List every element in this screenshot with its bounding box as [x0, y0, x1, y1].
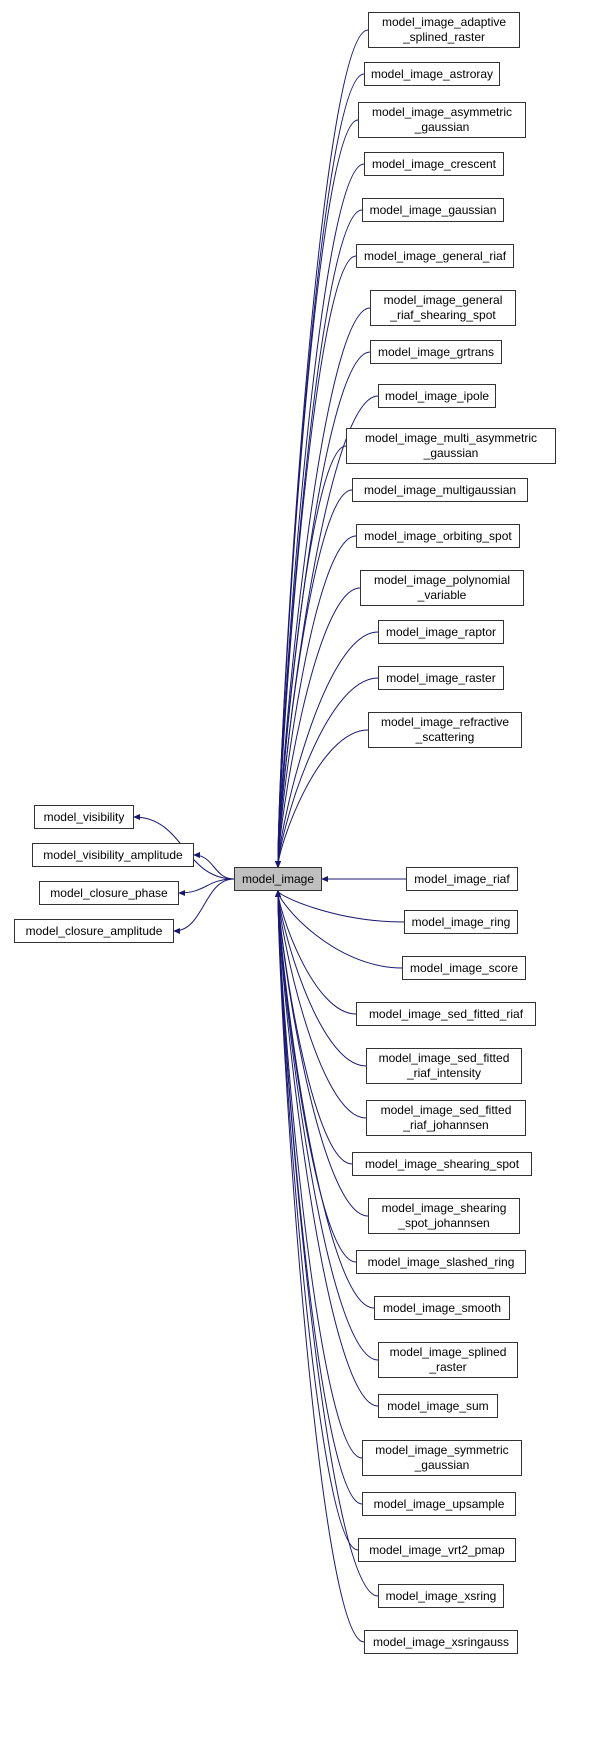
node-model_image_ipole[interactable]: model_image_ipole — [378, 384, 496, 408]
node-model_image_polynomial_variable[interactable]: model_image_polynomial _variable — [360, 570, 524, 606]
node-model_image_sed_fitted_riaf[interactable]: model_image_sed_fitted_riaf — [356, 1002, 536, 1026]
node-model_image_splined_raster[interactable]: model_image_splined _raster — [378, 1342, 518, 1378]
node-model_image_asymmetric_gaussian[interactable]: model_image_asymmetric _gaussian — [358, 102, 526, 138]
node-model_image_upsample[interactable]: model_image_upsample — [362, 1492, 516, 1516]
node-model_image_grtrans[interactable]: model_image_grtrans — [370, 340, 502, 364]
node-model_image_general_riaf[interactable]: model_image_general_riaf — [356, 244, 514, 268]
node-model_image_orbiting_spot[interactable]: model_image_orbiting_spot — [356, 524, 520, 548]
node-model_image_multigaussian[interactable]: model_image_multigaussian — [352, 478, 528, 502]
node-model_image_raptor[interactable]: model_image_raptor — [378, 620, 504, 644]
node-model_image_astroray[interactable]: model_image_astroray — [364, 62, 500, 86]
node-model_image_adaptive_splined_raster[interactable]: model_image_adaptive _splined_raster — [368, 12, 520, 48]
node-model_closure_amplitude[interactable]: model_closure_amplitude — [14, 919, 174, 943]
node-model_image_ring[interactable]: model_image_ring — [404, 910, 518, 934]
node-model_image_symmetric_gaussian[interactable]: model_image_symmetric _gaussian — [362, 1440, 522, 1476]
node-model_image_smooth[interactable]: model_image_smooth — [374, 1296, 510, 1320]
node-model_visibility[interactable]: model_visibility — [34, 805, 134, 829]
node-model_visibility_amplitude[interactable]: model_visibility_amplitude — [32, 843, 194, 867]
node-model_image_sed_fitted_riaf_johannsen[interactable]: model_image_sed_fitted _riaf_johannsen — [366, 1100, 526, 1136]
node-model_image_riaf[interactable]: model_image_riaf — [406, 867, 518, 891]
node-model_image_crescent[interactable]: model_image_crescent — [364, 152, 504, 176]
node-model_image_sum[interactable]: model_image_sum — [378, 1394, 498, 1418]
node-model_image_shearing_spot_johannsen[interactable]: model_image_shearing _spot_johannsen — [368, 1198, 520, 1234]
node-model_image_xsring[interactable]: model_image_xsring — [378, 1584, 504, 1608]
node-model_image[interactable]: model_image — [234, 867, 322, 891]
node-model_image_sed_fitted_riaf_intensity[interactable]: model_image_sed_fitted _riaf_intensity — [366, 1048, 522, 1084]
node-model_image_multi_asymmetric_gaussian[interactable]: model_image_multi_asymmetric _gaussian — [346, 428, 556, 464]
node-model_image_gaussian[interactable]: model_image_gaussian — [362, 198, 504, 222]
node-model_image_vrt2_pmap[interactable]: model_image_vrt2_pmap — [358, 1538, 516, 1562]
diagram-canvas: model_image model_visibility model_visibil… — [0, 0, 597, 1761]
node-model_image_score[interactable]: model_image_score — [402, 956, 526, 980]
node-model_image_slashed_ring[interactable]: model_image_slashed_ring — [356, 1250, 526, 1274]
node-model_image_general_riaf_shearing_spot[interactable]: model_image_general _riaf_shearing_spot — [370, 290, 516, 326]
node-model_image_raster[interactable]: model_image_raster — [378, 666, 504, 690]
node-model_image_shearing_spot[interactable]: model_image_shearing_spot — [352, 1152, 532, 1176]
node-model_closure_phase[interactable]: model_closure_phase — [39, 881, 179, 905]
node-model_image_refractive_scattering[interactable]: model_image_refractive _scattering — [368, 712, 522, 748]
node-model_image_xsringauss[interactable]: model_image_xsringauss — [364, 1630, 518, 1654]
